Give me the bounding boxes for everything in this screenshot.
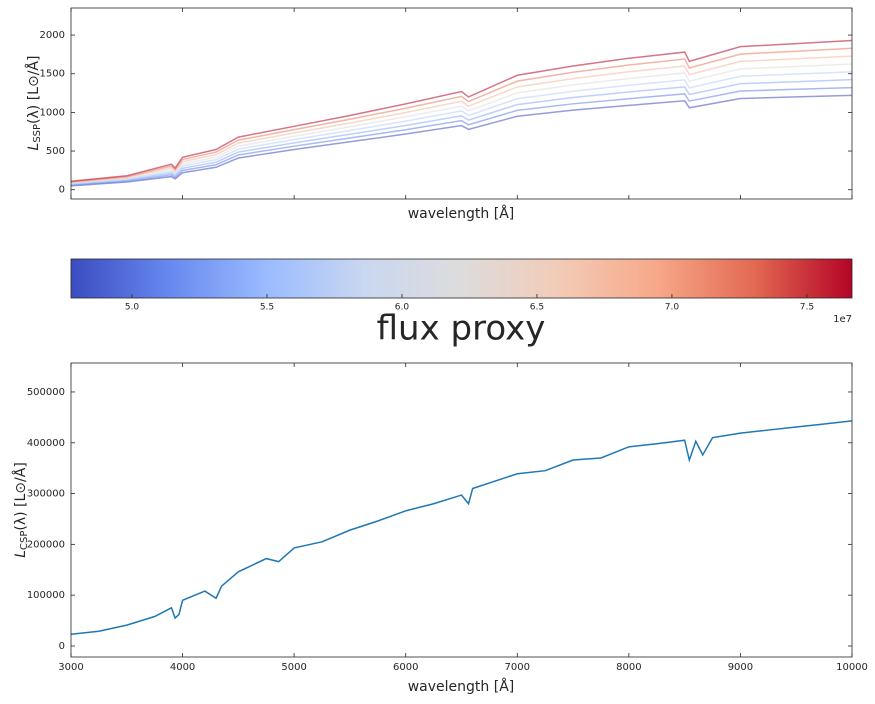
y-tick-label: 100000: [27, 590, 65, 601]
colorbar-tick-label: 6.5: [530, 303, 544, 313]
x-tick-label: 4000: [170, 662, 195, 673]
spectrum-line: [71, 55, 852, 184]
plot-lines: [71, 420, 852, 636]
y-label-subscript: CSP: [19, 531, 30, 550]
x-tick-label: 8000: [616, 662, 641, 673]
x-tick-label: 10000: [836, 662, 868, 673]
y-axis-label: LCSP(λ) [L⊙/Å]: [12, 462, 30, 558]
y-tick-label: 1000: [40, 107, 65, 118]
spectrum-line: [71, 71, 852, 185]
y-tick-label: 500000: [27, 387, 65, 398]
x-tick-label: 5000: [281, 662, 306, 673]
x-tick-label: 3000: [58, 662, 83, 673]
y-tick-label: 0: [59, 185, 65, 196]
colorbar-tick-label: 7.5: [800, 303, 814, 313]
axes-frame: [70, 7, 853, 200]
colorbar-tick-label: 6.0: [395, 303, 410, 313]
y-tick-label: 1500: [40, 69, 65, 80]
y-label-symbol: L: [26, 143, 42, 151]
colorbar-offset: 1e7: [833, 314, 852, 325]
spectrum-line: [71, 94, 852, 187]
y-tick-label: 300000: [27, 489, 65, 500]
spectrum-line: [71, 47, 852, 183]
x-tick-label: 9000: [728, 662, 753, 673]
y-label-rest: (λ) [L⊙/Å]: [25, 56, 42, 124]
x-axis-label: wavelength [Å]: [408, 678, 515, 695]
colorbar-tick-label: 5.0: [125, 303, 140, 313]
y-label-symbol: L: [13, 550, 29, 558]
colorbar-tick-label: 7.0: [665, 303, 680, 313]
colorbar-frame: [70, 258, 853, 299]
y-tick-label: 500: [46, 146, 65, 157]
y-tick-label: 400000: [27, 438, 65, 449]
spectrum-line: [71, 63, 852, 184]
x-axis-label: wavelength [Å]: [408, 205, 515, 222]
y-tick-label: 200000: [27, 539, 65, 550]
y-axis-label: LSSP(λ) [L⊙/Å]: [25, 56, 43, 151]
y-tick-label: 2000: [40, 30, 65, 41]
y-tick-label: 0: [59, 641, 65, 652]
spectrum-line: [71, 39, 852, 182]
plot-lines: [71, 39, 852, 187]
x-tick-label: 7000: [505, 662, 530, 673]
y-label-rest: (λ) [L⊙/Å]: [12, 462, 29, 530]
colorbar-label: flux proxy: [377, 309, 546, 349]
x-tick-label: 6000: [393, 662, 418, 673]
colorbar: [71, 259, 852, 298]
colorbar-tick-label: 5.5: [260, 303, 274, 313]
spectrum-line: [71, 86, 852, 186]
spectrum-line: [71, 78, 852, 186]
y-label-subscript: SSP: [32, 124, 43, 143]
axes-frame: [70, 362, 853, 658]
spectrum-line: [71, 420, 852, 636]
